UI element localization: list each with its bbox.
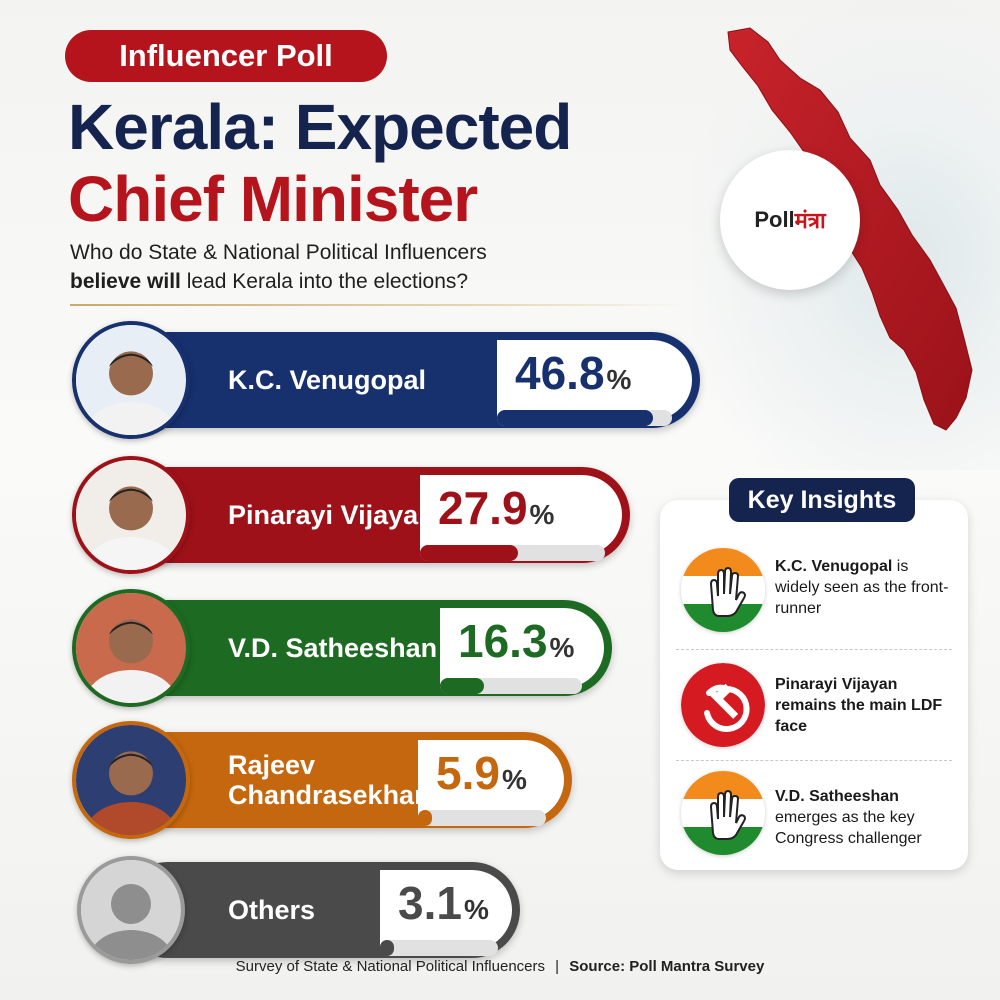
progress-fill bbox=[440, 678, 484, 694]
percentage-value: 16.3 bbox=[458, 615, 548, 667]
insight-3-bold: V.D. Satheeshan bbox=[775, 788, 899, 805]
congress-hand-icon bbox=[681, 771, 765, 855]
footer: Survey of State & National Political Inf… bbox=[0, 958, 1000, 975]
percentage-panel bbox=[420, 475, 622, 555]
percentage-value: 46.8 bbox=[515, 347, 605, 399]
progress-track bbox=[380, 940, 498, 956]
percentage-panel bbox=[418, 740, 564, 820]
percentage-value: 27.9 bbox=[438, 482, 528, 534]
insight-2-bold: Pinarayi Vijayan remains the main LDF fa… bbox=[775, 676, 943, 735]
candidate-name: Others bbox=[228, 862, 315, 958]
candidate-name: Pinarayi Vijayan bbox=[228, 467, 435, 563]
subtitle-rest: lead Kerala into the elections? bbox=[180, 270, 469, 293]
insight-2-text: Pinarayi Vijayan remains the main LDF fa… bbox=[775, 674, 955, 737]
percentage-panel bbox=[380, 870, 512, 950]
poll-mantra-logo: Poll मंत्रा bbox=[720, 150, 860, 290]
progress-fill bbox=[418, 810, 432, 826]
candidate-avatar bbox=[72, 721, 190, 839]
candidate-avatar bbox=[72, 321, 190, 439]
footer-source-text: Source: Poll Mantra Survey bbox=[569, 958, 765, 975]
candidate-name: V.D. Satheeshan bbox=[228, 600, 437, 696]
percentage-panel bbox=[440, 608, 604, 688]
insight-3-rest: emerges as the key Congress challenger bbox=[775, 809, 922, 847]
subtitle-line2: believe will lead Kerala into the electi… bbox=[70, 267, 487, 296]
percentage-sign: % bbox=[549, 632, 575, 663]
insight-1-bold: K.C. Venugopal bbox=[775, 558, 893, 575]
percentage-sign: % bbox=[501, 764, 527, 795]
footer-separator: | bbox=[555, 958, 560, 975]
candidate-name-line1: Others bbox=[228, 895, 316, 925]
percentage-label: 16.3% bbox=[458, 614, 574, 668]
candidate-name: K.C. Venugopal bbox=[228, 332, 426, 428]
insight-3-text: V.D. Satheeshan emerges as the key Congr… bbox=[775, 786, 955, 849]
logo-text-mantra: मंत्रा bbox=[794, 208, 826, 233]
progress-fill bbox=[497, 410, 653, 426]
percentage-label: 46.8% bbox=[515, 346, 631, 400]
candidate-name-text: Pinarayi Vijayan bbox=[228, 500, 435, 530]
candidate-avatar bbox=[72, 456, 190, 574]
progress-fill bbox=[420, 545, 518, 561]
candidate-name: Rajeev Chandrasekhar bbox=[228, 732, 425, 828]
candidate-name-text: Others bbox=[228, 895, 315, 925]
percentage-sign: % bbox=[606, 364, 632, 395]
candidate-avatar bbox=[72, 589, 190, 707]
candidate-name-line2: Chandrasekhar bbox=[228, 780, 425, 810]
subtitle-bold: believe will bbox=[70, 270, 181, 293]
percentage-sign: % bbox=[529, 499, 555, 530]
page-title-line2: Chief Minister bbox=[68, 163, 478, 235]
logo-text-poll: Poll bbox=[754, 207, 795, 232]
candidate-name-text: K.C. Venugopal bbox=[228, 365, 426, 395]
congress-hand-icon bbox=[681, 548, 765, 632]
progress-fill bbox=[380, 940, 394, 956]
header-divider bbox=[70, 304, 685, 306]
candidate-name-text: V.D. Satheeshan bbox=[228, 633, 437, 663]
subtitle-line1: Who do State & National Political Influe… bbox=[70, 241, 487, 264]
candidate-name-line1: Rajeev bbox=[228, 750, 316, 780]
progress-track bbox=[418, 810, 546, 826]
candidate-name-line1: K.C. Venugopal bbox=[228, 365, 427, 395]
candidate-avatar bbox=[77, 856, 185, 964]
percentage-panel bbox=[497, 340, 692, 420]
insight-separator bbox=[676, 649, 952, 650]
percentage-label: 3.1% bbox=[398, 876, 489, 930]
insight-1-text: K.C. Venugopal is widely seen as the fro… bbox=[775, 556, 955, 619]
percentage-label: 5.9% bbox=[436, 746, 527, 800]
influencer-poll-tag: Influencer Poll bbox=[65, 30, 387, 82]
insight-separator bbox=[676, 760, 952, 761]
candidate-name-text: Rajeev Chandrasekhar bbox=[228, 750, 425, 810]
key-insights-title: Key Insights bbox=[729, 478, 915, 522]
percentage-label: 27.9% bbox=[438, 481, 554, 535]
footer-survey-text: Survey of State & National Political Inf… bbox=[235, 958, 545, 975]
page-subtitle: Who do State & National Political Influe… bbox=[70, 238, 487, 296]
insight-1-rest: is widely seen as the front-runner bbox=[775, 558, 949, 617]
percentage-value: 5.9 bbox=[436, 747, 500, 799]
percentage-sign: % bbox=[463, 894, 489, 925]
percentage-value: 3.1 bbox=[398, 877, 462, 929]
hammer-sickle-icon bbox=[681, 663, 765, 747]
candidate-name-line1: Pinarayi Vijayan bbox=[228, 500, 435, 530]
candidate-name-line1: V.D. Satheeshan bbox=[228, 633, 438, 663]
page-title-line1: Kerala: Expected bbox=[68, 91, 572, 163]
